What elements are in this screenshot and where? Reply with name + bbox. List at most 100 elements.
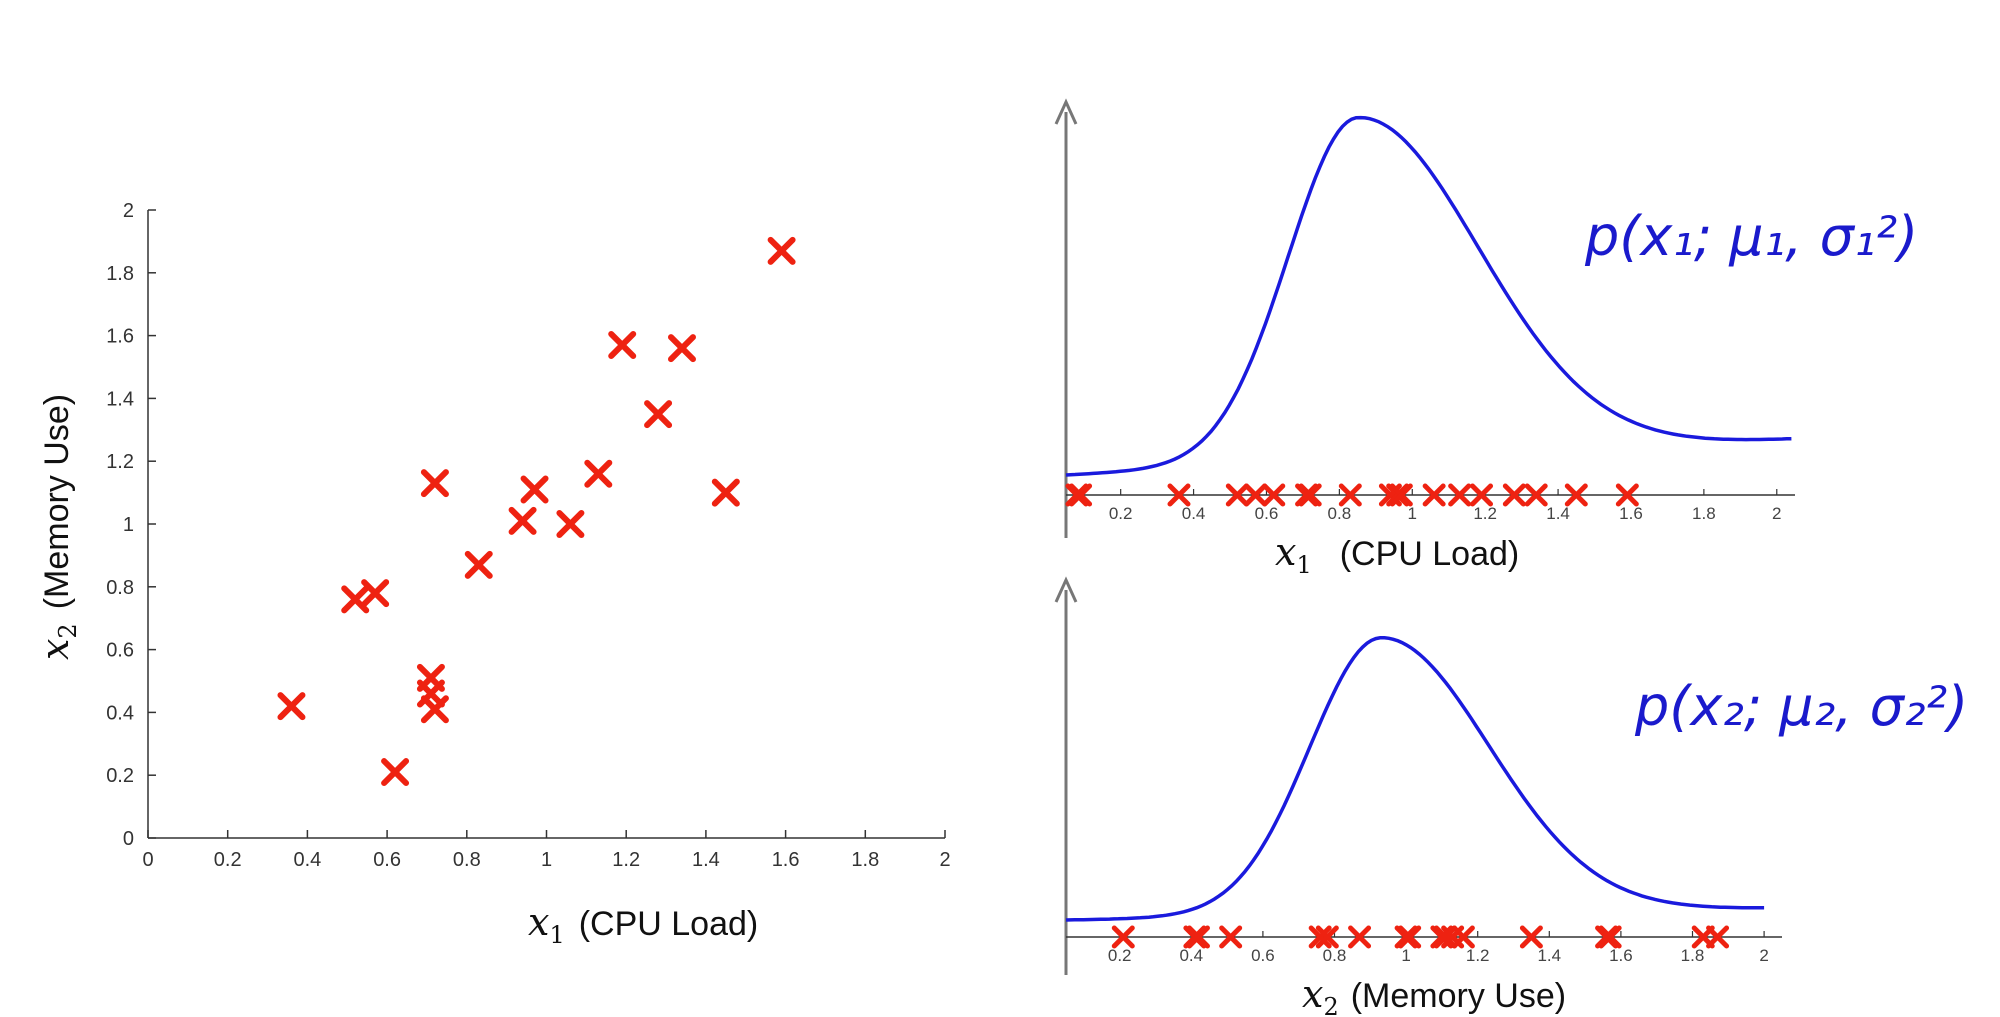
bot-mark [1598,925,1622,949]
top-mark [1470,483,1494,507]
bottom-x-ticks: 0.2 0.4 0.6 0.8 1 1.2 1.4 1.6 1.8 2 [1108,931,1769,965]
bot-x-tick-label: 0.8 [1323,946,1347,965]
top-mark [1225,483,1249,507]
scatter-point [277,692,306,721]
scatter-x-tick-label: 1.6 [772,849,800,871]
scatter-y-tick-label: 0.2 [106,765,134,787]
scatter-point [361,579,390,608]
scatter-x-tick-label: 0.8 [453,849,481,871]
bot-x-tick-label: 0.2 [1108,946,1132,965]
top-mark [1389,483,1413,507]
scatter-point [420,469,449,498]
top-mark [1262,483,1286,507]
top-x-label-text: (CPU Load) [1340,535,1520,573]
bot-mark [1219,925,1243,949]
top-mark [1386,483,1410,507]
top-x-label-var: x [1275,530,1296,574]
scatter-y-ticks: 0 0.2 0.4 0.6 0.8 1 1.2 1.4 1.6 1.8 2 [106,200,156,850]
scatter-point [767,236,796,265]
bottom-x-label-sub: 2 [1323,993,1338,1017]
top-mark [1295,483,1319,507]
scatter-chart: 0 0.2 0.4 0.6 0.8 1 1.2 1.4 1.6 1.8 2 0 0.2 0.4 0.6 0.… [33,200,951,949]
scatter-x-ticks: 0 0.2 0.4 0.6 0.8 1 1.2 1.4 1.6 1.8 2 [142,830,951,871]
scatter-y-label-var: x [33,639,77,660]
bot-x-tick-label: 1.6 [1609,946,1633,965]
scatter-point [341,585,370,614]
top-mark [1244,483,1268,507]
bot-x-tick-label: 1 [1401,946,1410,965]
top-x-tick-label: 1.4 [1546,504,1570,523]
bot-mark [1183,925,1207,949]
top-x-tick-label: 1.6 [1619,504,1643,523]
bottom-x-label-text: (Memory Use) [1351,977,1566,1015]
scatter-point [584,459,613,488]
top-mark [1564,483,1588,507]
scatter-y-tick-label: 1.4 [106,388,134,410]
scatter-y-label-text: (Memory Use) [38,394,76,609]
top-x-tick-label: 1 [1408,504,1417,523]
top-x-tick-label: 1.8 [1692,504,1716,523]
scatter-point [381,758,410,787]
bottom-annotation: p(x₂; μ₂, σ₂²) [1634,675,1968,738]
top-x-tick-label: 0.6 [1255,504,1279,523]
scatter-x-tick-label: 0.4 [293,849,321,871]
bot-mark [1315,925,1339,949]
scatter-y-tick-label: 1.8 [106,263,134,285]
scatter-y-label: x2 (Memory Use) [33,394,82,660]
bot-mark [1111,925,1135,949]
bot-mark [1433,925,1457,949]
bot-mark [1451,925,1475,949]
scatter-x-tick-label: 0 [142,849,153,871]
top-x-tick-label: 0.8 [1328,504,1352,523]
scatter-x-tick-label: 1.2 [612,849,640,871]
density-chart-x1: 0.2 0.4 0.6 0.8 1 1.2 1.4 1.6 1.8 2 x1 (CPU Load) … [1054,98,1918,579]
top-x-tick-label: 2 [1772,504,1781,523]
top-x-label-sub: 1 [1296,551,1311,579]
top-x-label: x1 (CPU Load) [1275,530,1519,579]
scatter-x-tick-label: 1.8 [851,849,879,871]
scatter-point [508,506,537,535]
bottom-y-axis-arrow [1054,576,1078,603]
top-mark [1338,483,1362,507]
scatter-y-tick-label: 0.4 [106,702,134,724]
top-x-tick-label: 1.2 [1473,504,1497,523]
bottom-density-curve [1065,636,1765,922]
scatter-x-label-text: (CPU Load) [579,905,759,943]
scatter-y-tick-label: 1.2 [106,451,134,473]
top-x-ticks: 0.2 0.4 0.6 0.8 1 1.2 1.4 1.6 1.8 2 [1109,489,1782,523]
bottom-x-label: x2 (Memory Use) [1302,972,1566,1017]
scatter-x-label-var: x [528,900,549,944]
top-mark [1065,483,1089,507]
density-chart-x2: 0.2 0.4 0.6 0.8 1 1.2 1.4 1.6 1.8 2 x2 (Memory Use… [1054,576,1968,1017]
scatter-points [277,236,796,787]
bot-x-tick-label: 1.2 [1466,946,1490,965]
top-marks [1065,483,1639,507]
top-mark [1524,483,1548,507]
scatter-x-label: x1 (CPU Load) [528,900,758,949]
bot-x-tick-label: 2 [1759,946,1768,965]
scatter-point [420,695,449,724]
scatter-point [520,475,549,504]
scatter-point [667,334,696,363]
bot-mark [1394,925,1418,949]
bot-mark [1519,925,1543,949]
scatter-x-tick-label: 1 [541,849,552,871]
top-mark [1448,483,1472,507]
scatter-x-tick-label: 0.2 [214,849,242,871]
top-mark [1069,483,1093,507]
top-x-tick-label: 0.4 [1182,504,1206,523]
scatter-point [711,478,740,507]
scatter-x-label-sub: 1 [549,921,564,949]
bot-mark [1186,925,1210,949]
bot-x-tick-label: 0.4 [1179,946,1203,965]
top-x-tick-label: 0.2 [1109,504,1133,523]
scatter-point [464,550,493,579]
scatter-y-tick-label: 0.6 [106,640,134,662]
scatter-y-label-sub: 2 [54,623,82,638]
top-mark [1615,483,1639,507]
bot-mark [1398,925,1422,949]
top-annotation: p(x₁; μ₁, σ₁²) [1584,205,1918,268]
bottom-marks [1111,925,1730,949]
scatter-x-tick-label: 2 [939,849,950,871]
